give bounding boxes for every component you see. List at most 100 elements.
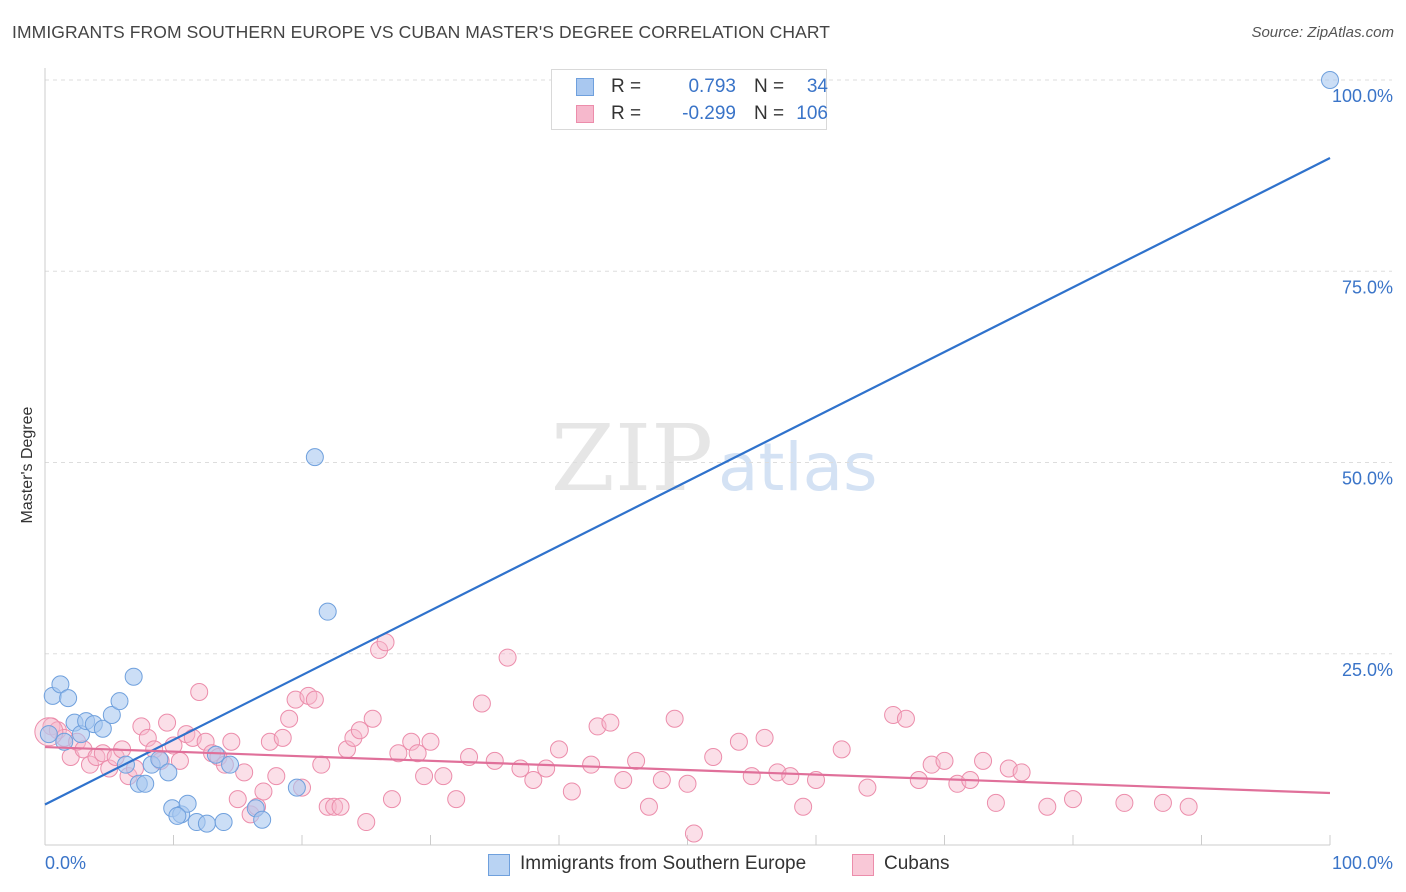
cubans-point bbox=[627, 751, 646, 770]
cubans-point bbox=[402, 732, 421, 751]
cubans-points bbox=[34, 633, 1198, 843]
southern-europe-point bbox=[93, 719, 112, 738]
r-value: 0.793 bbox=[688, 76, 736, 97]
n-value: 34 bbox=[806, 76, 828, 97]
source-label: Source: ZipAtlas.com bbox=[1251, 24, 1394, 41]
southern-europe-point bbox=[168, 806, 187, 825]
cubans-point bbox=[350, 721, 369, 740]
cubans-point bbox=[1012, 763, 1031, 782]
cubans-point bbox=[331, 797, 350, 816]
cubans-point bbox=[254, 782, 273, 801]
cubans-point bbox=[485, 751, 504, 770]
cubans-point bbox=[132, 717, 151, 736]
tick-labels: 25.0% 50.0% 75.0% 100.0% 0.0% 100.0% bbox=[45, 86, 1393, 873]
cubans-point bbox=[582, 755, 601, 774]
cubans-point bbox=[614, 770, 633, 789]
y-axis-label-wrap: Master's Degree bbox=[16, 300, 40, 630]
cubans-point bbox=[755, 728, 774, 747]
cubans-point bbox=[665, 709, 684, 728]
southern-europe-point bbox=[197, 814, 216, 833]
cubans-point bbox=[678, 774, 697, 793]
cubans-point bbox=[550, 740, 568, 759]
cubans-point bbox=[235, 763, 254, 782]
southern-europe-trend-line bbox=[44, 157, 1331, 806]
cubans-point bbox=[1153, 793, 1172, 812]
southern-europe-point bbox=[39, 725, 58, 744]
r-value: -0.299 bbox=[682, 103, 736, 124]
cubans-point bbox=[325, 797, 344, 816]
y-axis-label: Master's Degree bbox=[19, 406, 36, 524]
y-tick-label: 25.0% bbox=[1342, 660, 1393, 680]
legend-swatch-blue bbox=[488, 854, 510, 876]
cubans-point bbox=[742, 767, 761, 786]
chart-title: IMMIGRANTS FROM SOUTHERN EUROPE VS CUBAN… bbox=[12, 22, 831, 42]
southern-europe-point bbox=[124, 667, 143, 686]
cubans-point bbox=[832, 740, 851, 759]
cubans-point bbox=[524, 770, 543, 789]
watermark-atlas: atlas bbox=[718, 429, 878, 506]
cubans-point bbox=[228, 790, 247, 809]
cubans-point bbox=[729, 732, 748, 751]
cubans-point bbox=[273, 728, 292, 747]
legend-swatch-pink bbox=[576, 105, 594, 123]
cubans-point bbox=[652, 770, 671, 789]
r-label: R = bbox=[611, 103, 642, 124]
cubans-point bbox=[357, 813, 376, 832]
cubans-point bbox=[421, 732, 440, 751]
cubans-point bbox=[318, 797, 337, 816]
cubans-point bbox=[408, 744, 427, 763]
southern-europe-point bbox=[102, 705, 121, 724]
southern-europe-point bbox=[136, 774, 155, 793]
cubans-point bbox=[312, 755, 331, 774]
cubans-point bbox=[781, 767, 800, 786]
cubans-point bbox=[639, 797, 658, 816]
southern-europe-point bbox=[110, 692, 129, 711]
y-tick-label: 75.0% bbox=[1342, 277, 1393, 297]
southern-europe-point bbox=[206, 745, 225, 764]
cubans-point bbox=[498, 648, 517, 667]
southern-europe-point bbox=[55, 732, 74, 751]
cubans-point bbox=[370, 640, 389, 659]
southern-europe-point bbox=[221, 755, 240, 774]
southern-europe-point bbox=[305, 448, 324, 467]
southern-europe-point bbox=[214, 813, 233, 832]
n-value: 106 bbox=[796, 103, 828, 124]
legend-label: Cubans bbox=[884, 853, 950, 874]
southern-europe-point bbox=[159, 763, 178, 782]
cubans-point bbox=[896, 709, 915, 728]
southern-europe-point bbox=[318, 602, 337, 621]
cubans-point bbox=[684, 824, 703, 843]
cubans-point bbox=[415, 767, 434, 786]
n-label: N = bbox=[754, 103, 785, 124]
legend-label: Immigrants from Southern Europe bbox=[520, 853, 807, 874]
cubans-point bbox=[935, 751, 954, 770]
cubans-point bbox=[389, 744, 408, 763]
cubans-point bbox=[472, 694, 491, 713]
cubans-point bbox=[344, 728, 363, 747]
n-label: N = bbox=[754, 76, 785, 97]
cubans-point bbox=[434, 767, 453, 786]
cubans-point bbox=[858, 778, 877, 797]
southern-europe-point bbox=[1321, 71, 1339, 89]
gridlines bbox=[45, 79, 1392, 655]
y-tick-label: 100.0% bbox=[1332, 86, 1393, 106]
southern-europe-point bbox=[287, 778, 306, 797]
cubans-point bbox=[704, 748, 723, 767]
cubans-point bbox=[1179, 797, 1198, 816]
cubans-point bbox=[196, 732, 215, 751]
x-tick-label: 0.0% bbox=[45, 853, 86, 873]
legend-swatch-blue bbox=[576, 78, 594, 96]
cubans-point bbox=[267, 767, 286, 786]
cubans-point bbox=[363, 709, 382, 728]
cubans-point bbox=[1115, 793, 1134, 812]
legend-swatch-pink bbox=[852, 854, 874, 876]
cubans-point bbox=[158, 713, 177, 732]
stats-legend: R = 0.793 N = 34 R = -0.299 N = 106 bbox=[551, 69, 828, 130]
cubans-point bbox=[1064, 790, 1082, 809]
southern-europe-point bbox=[253, 810, 272, 829]
x-tick-label: 100.0% bbox=[1332, 853, 1393, 873]
cubans-trend-line bbox=[44, 745, 1331, 795]
cubans-point bbox=[382, 790, 401, 809]
cubans-point bbox=[222, 732, 241, 751]
southern-europe-point bbox=[59, 689, 78, 708]
